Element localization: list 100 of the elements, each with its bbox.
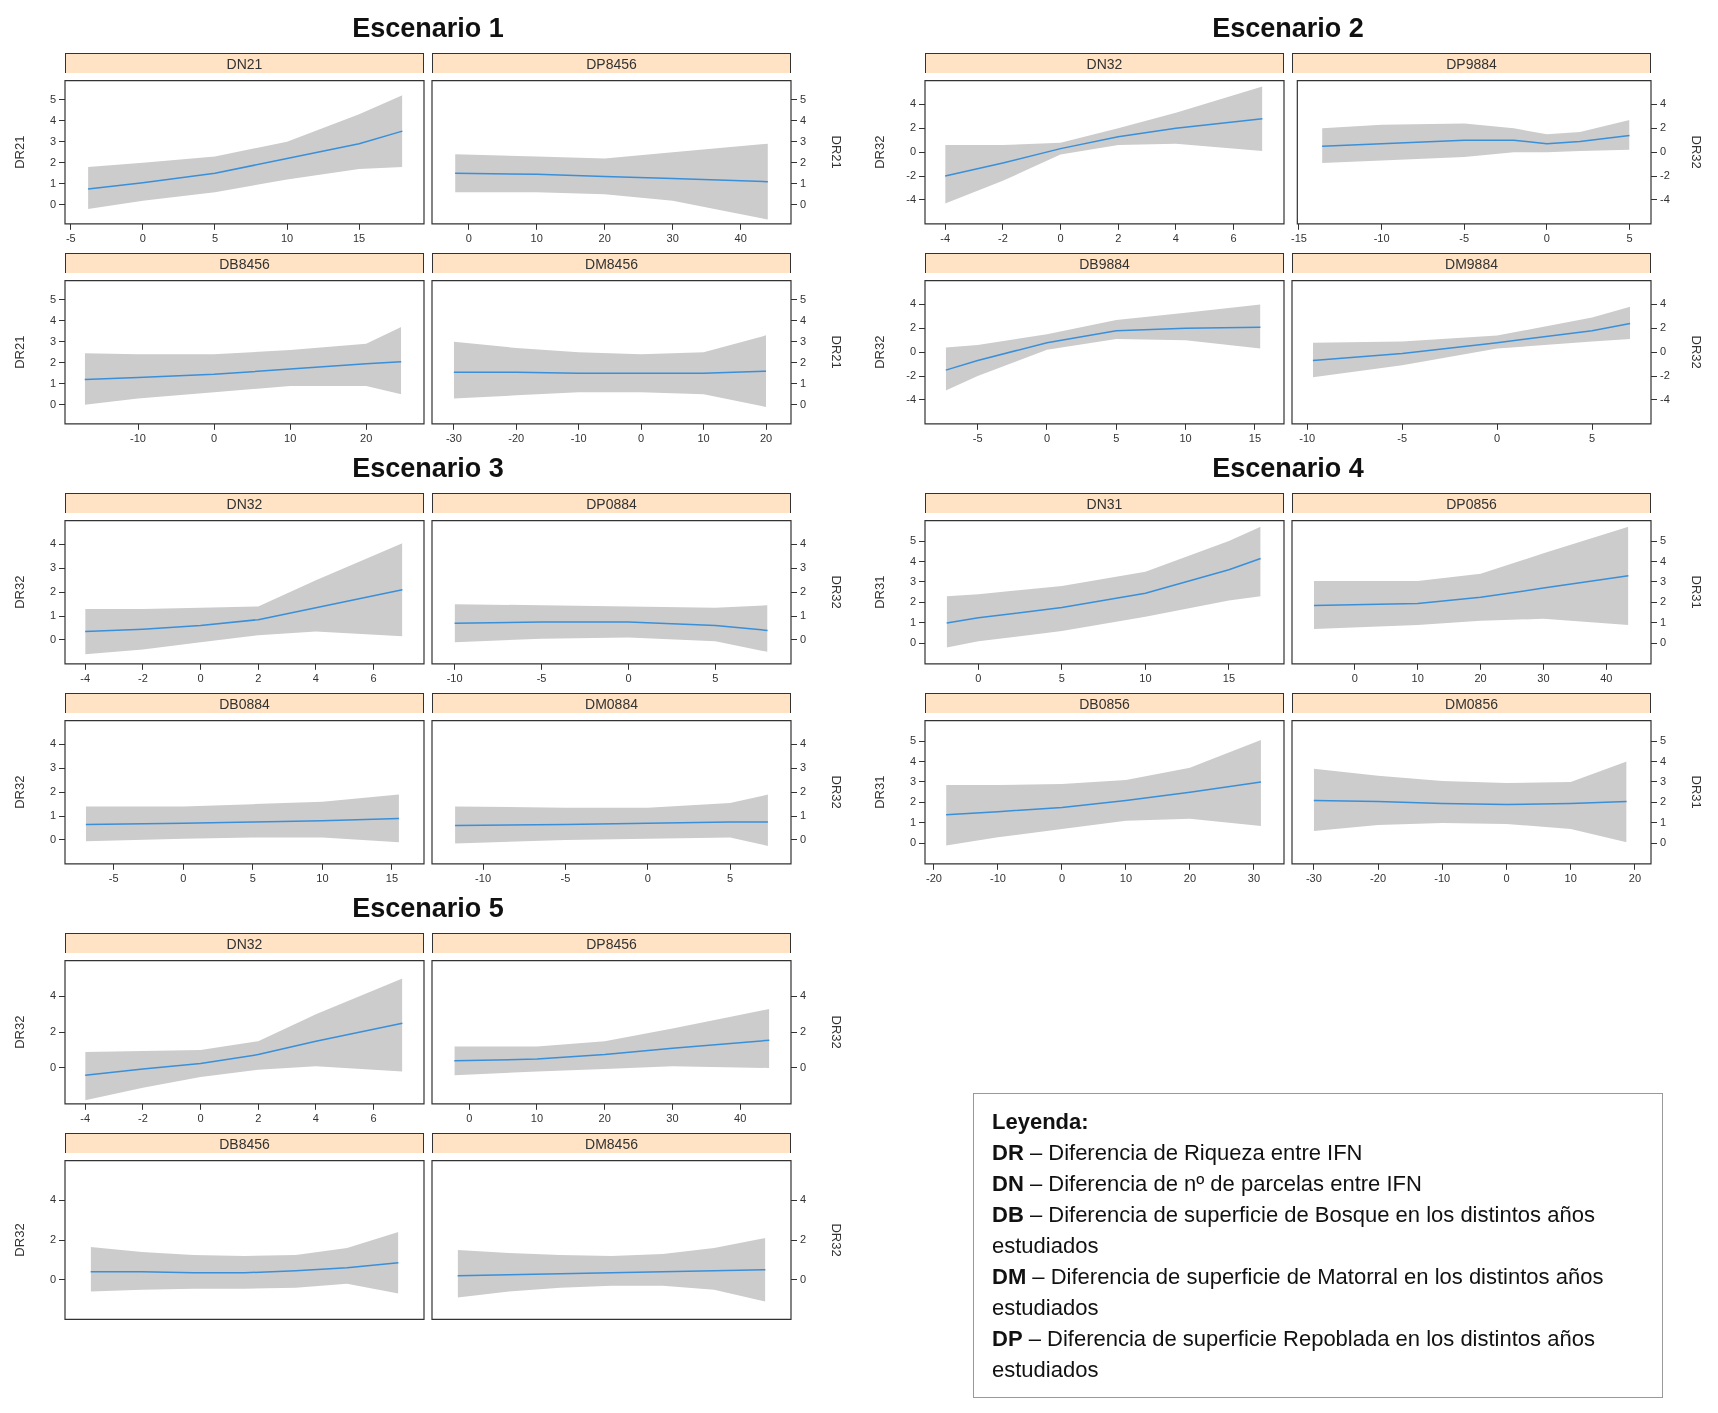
x-tick-label: 20 <box>1183 872 1197 885</box>
y-tick-label: 0 <box>49 1061 56 1074</box>
y-tick-label: 0 <box>1660 636 1667 649</box>
x-tick-label: 30 <box>666 1112 679 1125</box>
y-tick-label: 4 <box>800 989 807 1002</box>
y-tick-label: 4 <box>1660 754 1667 767</box>
chart-title: DB8456 <box>65 1133 424 1153</box>
y-tick-label: 4 <box>909 554 916 567</box>
y-tick-label: 4 <box>1660 297 1667 310</box>
y-tick-label: 1 <box>49 609 56 622</box>
x-tick-label: 5 <box>1113 432 1120 445</box>
x-tick-label: -20 <box>926 872 942 885</box>
y-tick-label: 0 <box>1660 836 1667 849</box>
y-tick-label: 3 <box>800 134 807 147</box>
y-tick-label: 4 <box>800 113 807 126</box>
y-tick-label: 2 <box>49 355 56 368</box>
x-tick-label: 6 <box>370 1112 377 1125</box>
y-tick-label: 4 <box>49 537 56 550</box>
y-tick-label: 4 <box>909 97 916 110</box>
x-tick-label: -10 <box>475 872 491 885</box>
x-tick-label: 10 <box>316 872 329 885</box>
y-tick-label: 2 <box>909 121 916 134</box>
x-tick-label: 2 <box>255 672 262 685</box>
y-tick-label: 2 <box>49 1025 56 1038</box>
x-tick-label: 6 <box>1230 232 1237 245</box>
y-tick-label: 1 <box>800 176 807 189</box>
x-tick-label: -10 <box>446 672 463 685</box>
y-tick-label: 4 <box>909 754 916 767</box>
y-tick-label: 4 <box>800 537 807 550</box>
x-tick-label: 10 <box>1411 672 1424 685</box>
x-tick-label: 5 <box>727 872 734 885</box>
y-axis-title: DR31 <box>872 775 888 809</box>
y-tick-label: 0 <box>800 397 807 410</box>
chart-title: DM9884 <box>1292 253 1651 273</box>
x-tick-label: -10 <box>570 432 587 445</box>
y-tick-label: -4 <box>906 192 916 205</box>
x-tick-label: 0 <box>466 1112 473 1125</box>
chart-title: DM8456 <box>432 253 791 273</box>
y-tick-label: 3 <box>49 761 56 774</box>
x-tick-label: 10 <box>1139 672 1152 685</box>
x-tick-label: 0 <box>197 672 204 685</box>
y-tick-label: 0 <box>49 397 56 410</box>
x-tick-label: -10 <box>1299 432 1316 445</box>
y-axis-title: DR21 <box>12 335 28 369</box>
y-axis-title: DR32 <box>828 1015 844 1049</box>
x-tick-label: 20 <box>759 432 773 445</box>
y-axis-title: DR21 <box>828 335 844 369</box>
y-tick-label: 2 <box>800 1233 807 1246</box>
y-tick-label: 2 <box>1660 595 1667 608</box>
x-tick-label: -4 <box>940 232 951 245</box>
y-tick-label: 1 <box>800 609 807 622</box>
y-tick-label: 0 <box>1660 145 1667 158</box>
y-axis-title: DR32 <box>1688 335 1704 369</box>
y-tick-label: 2 <box>800 1025 807 1038</box>
y-tick-label: 2 <box>49 1233 56 1246</box>
y-axis-title: DR32 <box>872 135 888 169</box>
x-tick-label: 10 <box>284 432 297 445</box>
y-tick-label: 5 <box>909 734 916 747</box>
x-tick-label: 0 <box>1543 232 1550 245</box>
y-tick-label: 3 <box>909 775 916 787</box>
x-tick-label: 0 <box>465 232 472 245</box>
y-axis-title: DR21 <box>12 135 28 169</box>
x-tick-label: -5 <box>1459 232 1470 245</box>
y-tick-label: -4 <box>1660 392 1670 405</box>
y-tick-label: -4 <box>1660 192 1670 205</box>
x-tick-label: -4 <box>80 1112 91 1125</box>
x-tick-label: 0 <box>638 432 645 445</box>
y-tick-label: 4 <box>49 989 56 1002</box>
y-axis-title: DR32 <box>12 575 28 609</box>
y-tick-label: 4 <box>49 113 56 126</box>
x-tick-label: 10 <box>1564 872 1577 885</box>
x-tick-label: -30 <box>1305 872 1322 885</box>
y-tick-label: 1 <box>49 376 56 389</box>
x-tick-label: 0 <box>1351 672 1358 685</box>
y-tick-label: 4 <box>800 313 807 326</box>
x-tick-label: 0 <box>197 1112 204 1125</box>
y-tick-label: 0 <box>800 832 807 845</box>
chart-title: DB8456 <box>65 253 424 273</box>
y-tick-label: 2 <box>49 785 56 798</box>
x-tick-label: 0 <box>975 672 982 685</box>
x-tick-label: 15 <box>385 872 399 885</box>
x-tick-label: -30 <box>445 432 462 445</box>
y-tick-label: 0 <box>49 832 56 845</box>
y-tick-label: 4 <box>800 737 807 750</box>
y-tick-label: 2 <box>909 795 916 808</box>
chart-title: DP9884 <box>1292 53 1651 73</box>
y-tick-label: 4 <box>1660 97 1667 110</box>
y-tick-label: -2 <box>1660 169 1670 182</box>
chart-title: DN31 <box>925 493 1284 513</box>
x-tick-label: 0 <box>1043 432 1051 445</box>
y-tick-label: 0 <box>800 1061 807 1074</box>
x-tick-label: 0 <box>644 872 651 885</box>
x-tick-label: -5 <box>560 872 571 885</box>
x-tick-label: 0 <box>1494 432 1501 445</box>
y-tick-label: 3 <box>49 134 56 147</box>
x-tick-label: -20 <box>508 432 525 445</box>
y-tick-label: 0 <box>909 636 916 649</box>
x-tick-label: -10 <box>130 432 146 445</box>
text: Escenario 3 <box>352 453 504 483</box>
y-tick-label: 1 <box>800 809 807 822</box>
